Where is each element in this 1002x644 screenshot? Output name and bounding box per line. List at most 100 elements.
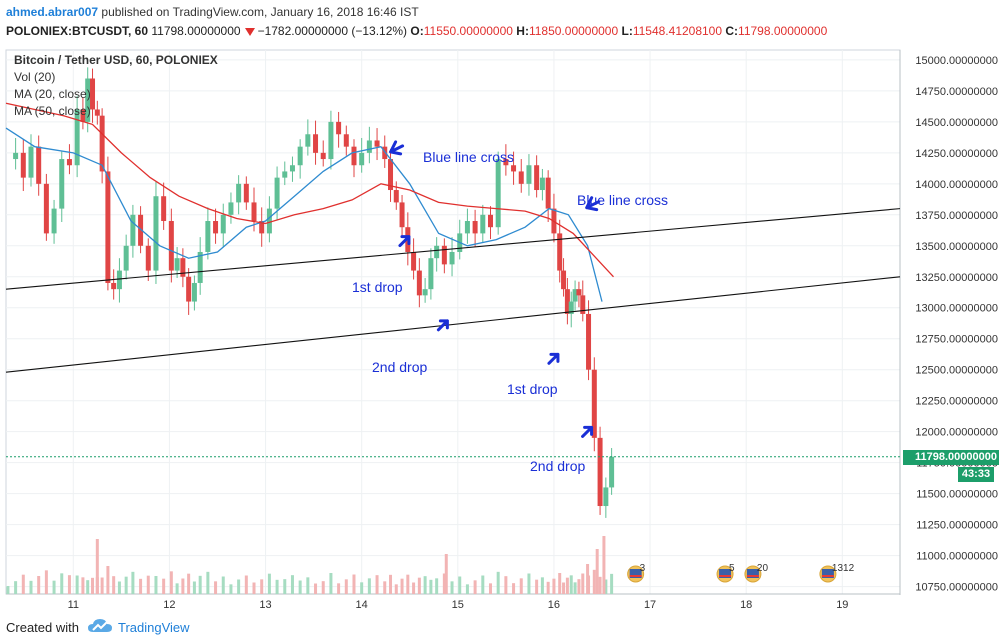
volume-bar — [60, 573, 64, 594]
tradingview-cloud-icon[interactable] — [87, 618, 113, 634]
candle-body — [586, 313, 592, 370]
event-flag-icon — [746, 569, 759, 578]
y-tick-label: 12250.00000000 — [915, 396, 998, 408]
candle-body — [282, 171, 288, 178]
volume-bar — [458, 576, 462, 594]
volume-bar — [417, 577, 421, 594]
candle-body — [13, 152, 19, 160]
legend-ma50[interactable]: MA (50, close) — [14, 104, 91, 118]
candle-body — [111, 282, 117, 290]
y-tick-label: 11250.00000000 — [916, 520, 998, 532]
volume-bar — [14, 581, 18, 594]
candle-body — [153, 196, 159, 271]
candle-body — [374, 140, 380, 147]
candle-body — [411, 251, 417, 271]
candle-body — [251, 202, 257, 222]
event-count: 20 — [757, 563, 769, 574]
volume-bar — [181, 578, 185, 594]
candle-body — [220, 214, 226, 234]
candle-body — [464, 221, 470, 234]
volume-bar — [367, 578, 371, 594]
candle-body — [90, 78, 96, 110]
candle-body — [434, 245, 440, 259]
candle-body — [138, 214, 144, 246]
candle-body — [43, 183, 49, 234]
volume-bar — [106, 566, 110, 594]
down-triangle-icon — [244, 27, 255, 36]
volume-bar — [400, 578, 404, 594]
volume-bar — [221, 576, 225, 594]
volume-bar — [329, 573, 333, 594]
volume-bar — [29, 580, 33, 594]
volume-bar — [375, 575, 379, 594]
candle-body — [576, 289, 582, 296]
candle-body — [305, 134, 311, 147]
annotation-label: 1st drop — [352, 279, 403, 295]
tradingview-link[interactable]: TradingView — [118, 620, 190, 635]
volume-bar — [229, 584, 233, 594]
volume-bar — [586, 564, 590, 594]
volume-bar — [394, 584, 398, 594]
close-label: C: — [725, 24, 739, 38]
author-link[interactable]: ahmed.abrar007 — [6, 5, 99, 19]
candle-body — [259, 221, 265, 234]
candle-body — [518, 171, 524, 184]
candle-body — [66, 159, 72, 166]
volume-bar — [252, 582, 256, 594]
x-tick-label: 18 — [740, 599, 752, 611]
volume-bar — [112, 576, 116, 594]
candle-body — [123, 245, 129, 271]
chart-header: ahmed.abrar007 published on TradingView.… — [0, 0, 1002, 44]
volume-bar — [100, 577, 104, 594]
legend-ma20[interactable]: MA (20, close) — [14, 87, 91, 101]
candle-body — [399, 202, 405, 228]
candle-body — [487, 214, 493, 228]
volume-bar — [52, 580, 56, 594]
volume-bar — [67, 575, 71, 594]
candle-body — [449, 251, 455, 265]
high-value: 11850.00000000 — [528, 24, 619, 38]
candle-body — [236, 183, 242, 203]
volume-bar — [540, 577, 544, 594]
event-flag-icon — [719, 575, 732, 577]
candle-body — [561, 270, 567, 290]
high-label: H: — [516, 24, 529, 38]
y-tick-label: 11000.00000000 — [916, 551, 998, 563]
y-tick-label: 12750.00000000 — [915, 334, 998, 346]
volume-bar — [314, 583, 318, 594]
volume-bar — [423, 576, 427, 594]
candle-body — [351, 146, 357, 166]
legend-vol[interactable]: Vol (20) — [14, 70, 56, 84]
volume-bar — [244, 575, 248, 594]
volume-bar — [187, 573, 191, 594]
volume-bar — [519, 578, 523, 594]
x-tick-label: 13 — [259, 599, 271, 611]
y-tick-label: 13750.00000000 — [915, 210, 998, 222]
x-tick-label: 14 — [356, 599, 368, 611]
x-tick-label: 11 — [68, 599, 79, 611]
candle-body — [180, 258, 186, 277]
candle-body — [197, 251, 203, 283]
legend-title: Bitcoin / Tether USD, 60, POLONIEX — [14, 53, 218, 67]
candle-body — [243, 183, 249, 203]
candle-body — [51, 208, 57, 234]
volume-bar — [546, 581, 550, 594]
volume-bar — [337, 583, 341, 594]
volume-bar — [496, 571, 500, 594]
volume-bar — [352, 574, 356, 594]
candle-body — [297, 146, 303, 166]
volume-bar — [267, 573, 271, 594]
volume-bar — [214, 581, 218, 594]
chart-area[interactable]: 15000.00000000 14750.00000000 14500.000000… — [0, 44, 1002, 614]
candle-body — [99, 115, 105, 172]
volume-bar — [298, 580, 302, 594]
volume-bar — [450, 581, 454, 594]
candle-body — [320, 152, 326, 160]
volume-bar — [444, 554, 448, 594]
candle-body — [174, 258, 180, 271]
candle-body — [503, 159, 509, 166]
candle-body — [495, 159, 501, 228]
volume-bar — [6, 586, 10, 594]
x-tick-label: 17 — [644, 599, 656, 611]
price-chart[interactable]: 15000.00000000 14750.00000000 14500.000000… — [0, 44, 1002, 614]
